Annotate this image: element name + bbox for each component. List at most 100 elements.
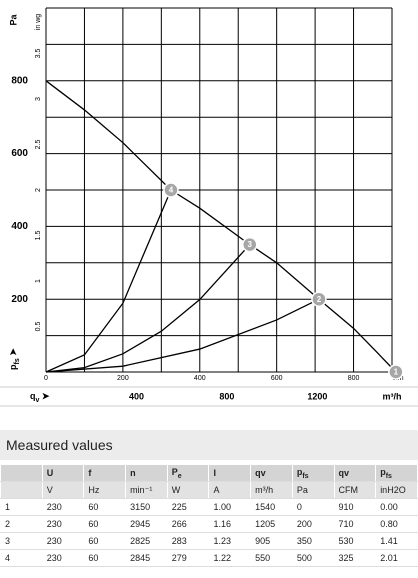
operating-point-label: 2	[317, 295, 322, 304]
curve	[45, 244, 251, 373]
table-cell: 325	[333, 549, 377, 567]
table-cell: 60	[83, 549, 127, 567]
pressure-label: pfs ➤	[8, 348, 20, 370]
table-cell: Pa	[291, 481, 335, 499]
x2-tick-label: 1200	[307, 391, 327, 401]
table-cell: 60	[83, 515, 127, 533]
operating-point-label: 4	[169, 186, 174, 195]
y-axis-label: Pa	[8, 14, 18, 26]
table-cell: 1540	[250, 498, 293, 516]
flow-label-main: q	[30, 391, 36, 401]
y-tick-label: 600	[11, 148, 28, 159]
table-cell: qv	[333, 464, 377, 482]
section-heading: Measured values	[0, 430, 418, 460]
table-row: 3 230 60 2825 283 1.23 905 350 530 1.41	[0, 532, 418, 550]
table-row: 1 230 60 3150 225 1.00 1540 0 910 0.00	[0, 498, 418, 516]
table-cell: 2.01	[375, 549, 418, 567]
operating-point	[388, 364, 404, 380]
table-cell	[0, 464, 43, 482]
table-cell: 3	[0, 532, 43, 550]
table-cell: 3150	[125, 498, 168, 516]
table-cell: 60	[83, 498, 127, 516]
table-cell: U	[41, 464, 85, 482]
table-cell: V	[41, 481, 85, 499]
operating-point	[242, 236, 258, 253]
table-cell: 2825	[125, 532, 168, 550]
cell-subscript: fs	[385, 472, 392, 480]
flow-label: qv ➤	[30, 391, 50, 403]
y2-tick-label: 0.5	[35, 322, 42, 332]
table-row: 2 230 60 2945 266 1.16 1205 200 710 0.80	[0, 515, 418, 533]
y2-axis-label: in wg	[35, 14, 42, 30]
table-cell: qv	[250, 464, 293, 482]
x2-axis-label: m³/h	[383, 391, 402, 401]
operating-point-label: 1	[394, 368, 399, 377]
pressure-label-sub: fs	[14, 358, 21, 364]
table-cell: f	[83, 464, 127, 482]
table-cell: 710	[333, 515, 377, 533]
x-tick-label: 0	[44, 375, 48, 382]
table-cell: 350	[291, 532, 335, 550]
y2-tick-label: 1	[35, 279, 42, 283]
table-cell: 283	[166, 532, 210, 550]
cell-text: p	[380, 466, 386, 477]
table-cell: 4	[0, 549, 43, 567]
table-cell: 2845	[125, 549, 168, 567]
table-cell: 1205	[250, 515, 293, 533]
table-cell: 1.41	[375, 532, 418, 550]
y-tick-label: 200	[11, 294, 28, 305]
cell-subscript: fs	[302, 472, 309, 480]
curve	[45, 298, 320, 373]
table-cell: 225	[166, 498, 210, 516]
x2-tick-label: 800	[219, 391, 234, 401]
table-cell: inH2O	[375, 481, 418, 499]
cell-subscript: e	[177, 472, 182, 480]
table-cell: n	[125, 464, 168, 482]
table-cell: 1.00	[208, 498, 252, 516]
table-cell: 230	[41, 532, 85, 550]
x-tick-label: 400	[194, 375, 206, 382]
y2-tick-label: 2.5	[35, 140, 42, 150]
table-cell: 1.23	[208, 532, 252, 550]
table-cell: 530	[333, 532, 377, 550]
table-cell	[0, 481, 43, 499]
table-cell: 200	[291, 515, 335, 533]
table-cell: 550	[250, 549, 293, 567]
table-cell: 2	[0, 515, 43, 533]
table-cell: m³/h	[250, 481, 293, 499]
curve	[45, 189, 172, 373]
table-cell: 230	[41, 549, 85, 567]
flow-label-tail: ➤	[39, 391, 50, 401]
x-tick-label: 600	[271, 375, 283, 382]
table-cell: 60	[83, 532, 127, 550]
operating-point	[163, 182, 179, 198]
pressure-label-main: p	[8, 364, 18, 370]
x2-tick-label: 400	[129, 391, 144, 401]
table-cell: 2945	[125, 515, 168, 533]
table-cell: 905	[250, 532, 293, 550]
table-cell: pfs	[291, 464, 335, 482]
table-cell: 0.80	[375, 515, 418, 533]
table-cell: 910	[333, 498, 377, 516]
y-tick-label: 800	[11, 75, 28, 86]
pressure-label-tail: ➤	[8, 348, 18, 359]
chart: Pa in wg pfs ➤ 200 400 600 800 0.5 1 1.5 2 2.5 3 3.5 0…	[0, 7, 418, 407]
table-cell: 1.22	[208, 549, 252, 567]
table-cell: 500	[291, 549, 335, 567]
cell-text: P	[171, 466, 178, 477]
table-cell: 1	[0, 498, 43, 516]
y2-tick-label: 3.5	[35, 49, 42, 59]
y2-tick-label: 3	[35, 97, 42, 101]
table-cell: min⁻¹	[125, 481, 168, 499]
table-cell: pfs	[375, 464, 418, 482]
y2-tick-label: 1.5	[35, 231, 42, 241]
y2-tick-label: 2	[35, 188, 42, 192]
table-cell: 279	[166, 549, 210, 567]
table-row: 4 230 60 2845 279 1.22 550 500 325 2.01	[0, 549, 418, 567]
table-cell: Hz	[83, 481, 127, 499]
operating-point-label: 3	[248, 240, 253, 249]
table-cell: 230	[41, 515, 85, 533]
